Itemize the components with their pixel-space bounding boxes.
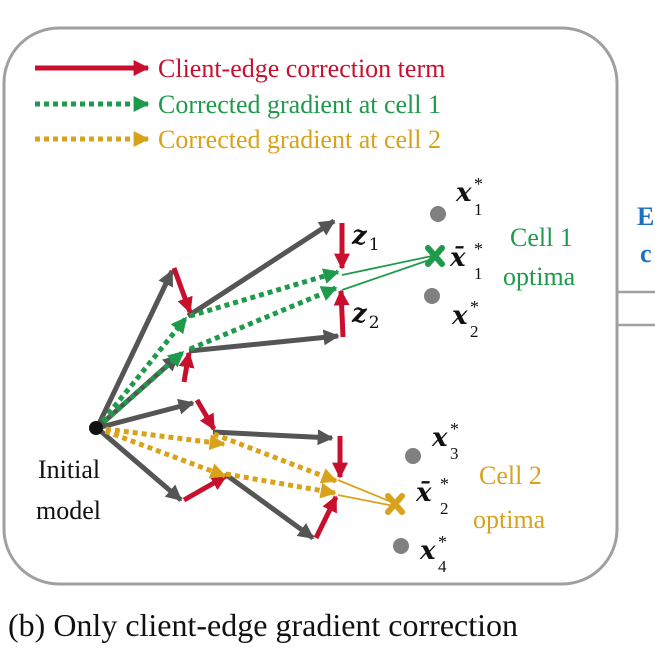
svg-text:x: x (451, 301, 468, 331)
svg-text:3: 3 (450, 444, 459, 463)
green-gradients (95, 268, 340, 430)
label-x3: x * 3 (431, 419, 459, 463)
label-x2: x * 2 (451, 297, 479, 341)
green-guide (341, 255, 433, 276)
legend-green-label: Corrected gradient at cell 1 (158, 90, 441, 119)
orange-arrow (213, 431, 338, 484)
green-arrow (95, 350, 185, 430)
initial-model-point (89, 421, 103, 435)
cell1-label-line2: optima (503, 262, 576, 291)
panel-frame (2, 26, 619, 586)
orange-arrow (96, 425, 226, 451)
svg-text:4: 4 (438, 557, 447, 576)
svg-text:x: x (431, 423, 448, 453)
svg-text:x: x (455, 178, 472, 208)
svg-text:2: 2 (440, 499, 449, 518)
green-guide-lines (341, 255, 433, 291)
side-label-bottom: c (640, 239, 652, 268)
svg-text:x: x (419, 536, 436, 566)
orange-guide (337, 494, 395, 507)
figure-caption: (b) Only client-edge gradient correction (8, 607, 518, 643)
cell1-optimum-mark (425, 245, 445, 267)
green-arrow (95, 316, 188, 430)
red-arrow (333, 289, 350, 338)
svg-text:1: 1 (474, 264, 483, 283)
label-xbar2: x̄ * 2 (415, 474, 449, 518)
gray-arrow (188, 329, 340, 354)
svg-text:*: * (474, 174, 483, 194)
gray-arrow (223, 471, 315, 541)
initial-model-label-line2: model (36, 496, 101, 525)
gray-arrow (212, 429, 334, 446)
legend-red-label: Client-edge correction term (158, 54, 445, 83)
cell1-label-line1: Cell 1 (510, 223, 573, 252)
cell2-label-line2: optima (473, 505, 546, 534)
svg-text:*: * (470, 297, 479, 317)
red-arrow (182, 473, 228, 503)
red-arrow (171, 267, 193, 314)
red-arrow (178, 351, 195, 383)
gray-trajectories (94, 218, 340, 541)
gray-arrow (94, 269, 175, 430)
svg-text:*: * (440, 474, 449, 494)
red-arrow (313, 495, 339, 540)
svg-text:1: 1 (474, 200, 483, 219)
label-xbar1: x̄ * 1 (449, 239, 483, 283)
legend-orange-label: Corrected gradient at cell 2 (158, 125, 441, 154)
orange-guide (337, 479, 395, 504)
svg-text:x̄: x̄ (449, 243, 466, 273)
label-x1: x * 1 (455, 174, 483, 219)
optimum-dot-x3 (405, 448, 421, 464)
optimum-dot-x2 (424, 288, 440, 304)
svg-text:x̄: x̄ (415, 478, 432, 508)
orange-guide-lines (337, 479, 395, 507)
side-label-top: E (637, 202, 654, 231)
label-x4: x * 4 (419, 532, 447, 576)
optimum-dot-x1 (430, 206, 446, 222)
orange-arrow (225, 471, 337, 499)
svg-text:2: 2 (470, 322, 479, 341)
red-arrow (194, 398, 217, 431)
svg-text:*: * (438, 532, 447, 552)
svg-text:*: * (450, 419, 459, 439)
svg-text:*: * (474, 239, 483, 259)
legend: Client-edge correction term Corrected gr… (35, 54, 445, 154)
cell2-optimum-mark (385, 493, 405, 515)
green-arrow (189, 268, 340, 319)
gray-arrow (96, 398, 195, 431)
green-guide (341, 258, 433, 291)
orange-gradients (96, 425, 338, 499)
orange-arrow (96, 425, 227, 479)
initial-model-label-line1: Initial (38, 455, 100, 484)
cell2-label-line1: Cell 2 (479, 461, 542, 490)
red-corrections (171, 223, 351, 540)
gray-arrow (186, 218, 336, 319)
optimum-dot-x4 (393, 538, 409, 554)
gray-arrow (95, 426, 183, 502)
